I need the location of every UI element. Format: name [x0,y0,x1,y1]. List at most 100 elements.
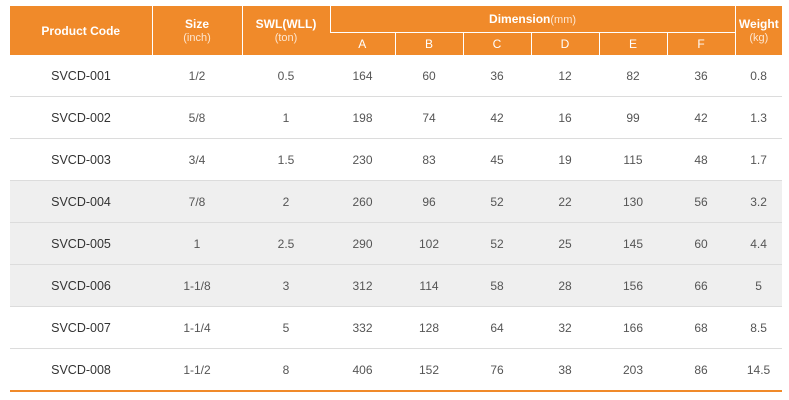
cell-dim-e: 82 [599,55,667,97]
table-row: SVCD-002 5/8 1 198 74 42 16 99 42 1.3 [10,96,783,139]
table-row: SVCD-001 1/2 0.5 164 60 36 12 82 36 0.8 [10,55,783,97]
cell-dim-d: 12 [531,55,599,97]
col-header-dim-a: A [330,32,395,55]
col-header-size: Size (inch) [151,6,242,55]
cell-product-code: SVCD-008 [10,348,152,392]
cell-dim-a: 260 [330,180,395,223]
cell-weight: 5 [735,264,783,307]
cell-dim-a: 332 [330,306,395,349]
cell-weight: 1.3 [735,96,783,139]
cell-size: 3/4 [152,138,242,181]
cell-dim-b: 102 [395,222,463,265]
cell-dim-a: 164 [330,55,395,97]
cell-dim-d: 19 [531,138,599,181]
cell-swl: 2 [242,180,330,223]
cell-dim-e: 203 [599,348,667,392]
cell-dim-f: 56 [667,180,736,223]
cell-weight: 8.5 [735,306,783,349]
cell-size: 1-1/2 [152,348,242,392]
cell-weight: 14.5 [735,348,783,392]
cell-dim-a: 406 [330,348,395,392]
cell-weight: 1.7 [735,138,783,181]
table-row: SVCD-006 1-1/8 3 312 114 58 28 156 66 5 [10,264,783,307]
cell-dim-e: 115 [599,138,667,181]
cell-dim-a: 312 [330,264,395,307]
cell-dim-b: 152 [395,348,463,392]
cell-dim-d: 32 [531,306,599,349]
cell-dim-e: 130 [599,180,667,223]
table-row: SVCD-004 7/8 2 260 96 52 22 130 56 3.2 [10,180,783,223]
cell-size: 1-1/4 [152,306,242,349]
cell-dim-f: 36 [667,55,736,97]
cell-dim-c: 58 [463,264,531,307]
cell-dim-d: 16 [531,96,599,139]
cell-dim-a: 230 [330,138,395,181]
cell-swl: 8 [242,348,330,392]
cell-dim-b: 60 [395,55,463,97]
col-header-dim-f: F [666,32,736,55]
cell-dim-e: 156 [599,264,667,307]
cell-dim-e: 145 [599,222,667,265]
cell-dim-b: 83 [395,138,463,181]
table-header: Product Code Size (inch) SWL(WLL) (ton) Di… [10,6,783,55]
cell-swl: 0.5 [242,55,330,97]
table-row: SVCD-007 1-1/4 5 332 128 64 32 166 68 8.… [10,306,783,349]
cell-swl: 2.5 [242,222,330,265]
spec-table: Product Code Size (inch) SWL(WLL) (ton) Di… [10,6,783,392]
cell-weight: 0.8 [735,55,783,97]
cell-swl: 5 [242,306,330,349]
cell-product-code: SVCD-003 [10,138,152,181]
cell-size: 1-1/8 [152,264,242,307]
cell-product-code: SVCD-001 [10,55,152,97]
cell-dim-f: 42 [667,96,736,139]
cell-swl: 3 [242,264,330,307]
col-header-product-code: Product Code [10,6,152,55]
table-body: SVCD-001 1/2 0.5 164 60 36 12 82 36 0.8 … [10,55,783,392]
table-row: SVCD-003 3/4 1.5 230 83 45 19 115 48 1.7 [10,138,783,181]
cell-dim-b: 96 [395,180,463,223]
cell-dim-c: 36 [463,55,531,97]
cell-dim-c: 52 [463,222,531,265]
cell-dim-e: 99 [599,96,667,139]
cell-dim-d: 28 [531,264,599,307]
cell-dim-c: 76 [463,348,531,392]
cell-dim-b: 74 [395,96,463,139]
cell-swl: 1.5 [242,138,330,181]
col-header-weight: Weight (kg) [734,6,783,55]
cell-dim-f: 86 [667,348,736,392]
table-row: SVCD-005 1 2.5 290 102 52 25 145 60 4.4 [10,222,783,265]
cell-dim-d: 38 [531,348,599,392]
cell-dim-e: 166 [599,306,667,349]
cell-dim-a: 198 [330,96,395,139]
cell-weight: 4.4 [735,222,783,265]
cell-product-code: SVCD-007 [10,306,152,349]
spec-table-wrapper: Product Code Size (inch) SWL(WLL) (ton) Di… [10,6,783,392]
col-header-dim-c: C [462,32,531,55]
cell-dim-c: 52 [463,180,531,223]
col-header-dim-d: D [530,32,599,55]
cell-dim-c: 45 [463,138,531,181]
cell-weight: 3.2 [735,180,783,223]
cell-dim-b: 128 [395,306,463,349]
cell-dim-a: 290 [330,222,395,265]
cell-product-code: SVCD-006 [10,264,152,307]
col-header-dimension: Dimension(mm) [329,6,736,33]
cell-dim-f: 60 [667,222,736,265]
cell-dim-b: 114 [395,264,463,307]
col-header-swl: SWL(WLL) (ton) [241,6,330,55]
cell-product-code: SVCD-005 [10,222,152,265]
cell-dim-d: 22 [531,180,599,223]
col-header-dim-e: E [598,32,667,55]
cell-size: 7/8 [152,180,242,223]
cell-dim-c: 64 [463,306,531,349]
cell-dim-f: 48 [667,138,736,181]
col-header-dim-b: B [394,32,463,55]
cell-dim-c: 42 [463,96,531,139]
cell-product-code: SVCD-004 [10,180,152,223]
cell-dim-f: 68 [667,306,736,349]
cell-product-code: SVCD-002 [10,96,152,139]
cell-size: 1 [152,222,242,265]
cell-dim-f: 66 [667,264,736,307]
cell-dim-d: 25 [531,222,599,265]
cell-size: 5/8 [152,96,242,139]
